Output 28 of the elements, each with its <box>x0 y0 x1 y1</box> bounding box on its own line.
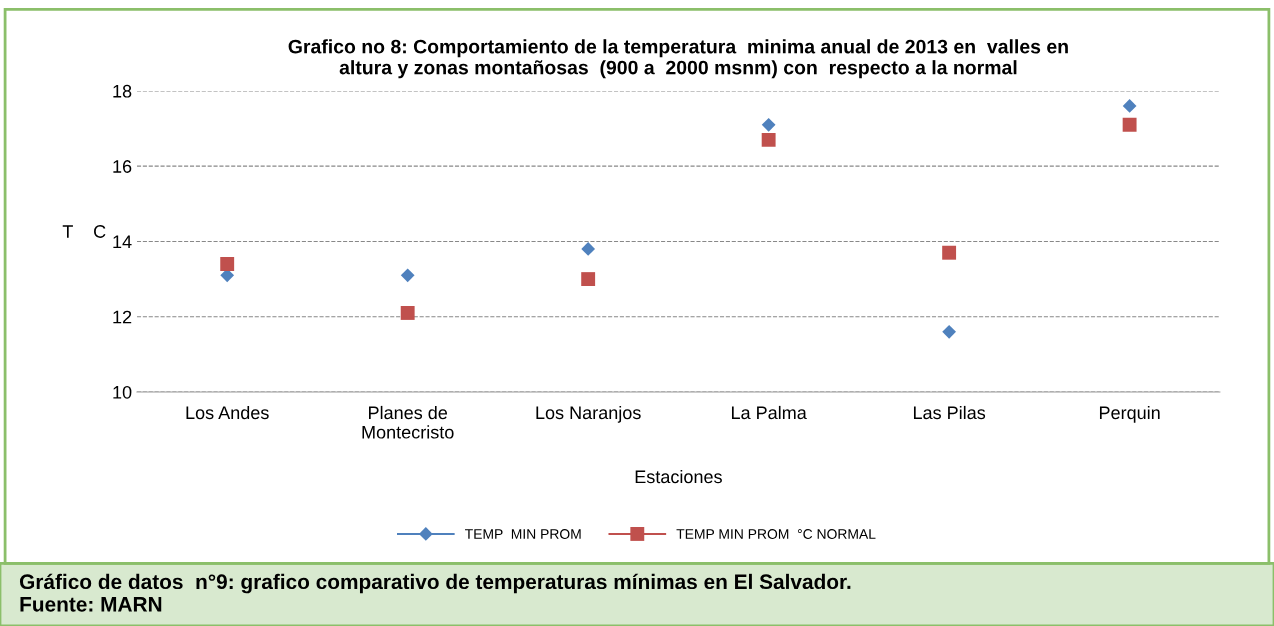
point <box>761 117 776 132</box>
point <box>581 242 596 256</box>
x-tick-label: La Palma <box>731 405 807 420</box>
y-tick-label: 18 <box>113 84 132 98</box>
point <box>220 257 235 271</box>
x-axis-title: Estaciones <box>635 469 722 484</box>
point <box>761 132 776 147</box>
point <box>1122 99 1137 113</box>
y-tick-label: 14 <box>113 235 132 248</box>
y-tick-label: 10 <box>113 385 132 399</box>
point <box>400 306 415 320</box>
point <box>942 324 957 339</box>
x-tick-label: Los Andes <box>186 405 269 420</box>
chart-title: Grafico no 8: Comportamiento de la temperatura minima anual de 2013 en valles en altura y zonas montañosas (900 a 2000 msnm) con respecto a la normal <box>288 39 1068 79</box>
x-tick-label: Perquin <box>1099 405 1160 423</box>
point <box>942 245 957 260</box>
y-tick-label: 16 <box>113 160 132 173</box>
y-tick-label: 12 <box>113 310 132 324</box>
point <box>581 272 596 287</box>
x-tick-label: Los Naranjos <box>536 405 641 423</box>
legend-label: TEMP MIN PROM °C NORMAL <box>676 529 876 539</box>
text: Gráfico de datos n°9: grafico comparativo de temperaturas mínimas en El Salvador. Fuente: MARN <box>19 573 851 612</box>
y-axis-title: T C <box>62 225 106 238</box>
point <box>1122 117 1137 132</box>
x-tick-label: Planes de Montecristo <box>362 405 454 439</box>
x-tick-label: Las Pilas <box>913 405 986 420</box>
point <box>400 268 415 283</box>
legend-label: TEMP MIN PROM <box>465 529 581 539</box>
